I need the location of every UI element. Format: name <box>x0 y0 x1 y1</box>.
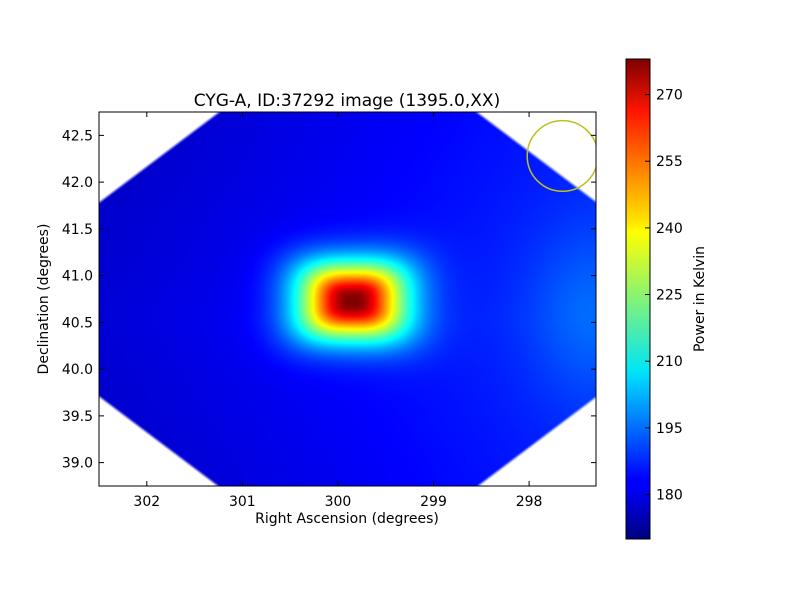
y-tick-label: 41.0 <box>62 269 93 285</box>
x-tick-label: 302 <box>133 494 160 510</box>
colorbar-tick-label: 270 <box>656 88 683 104</box>
x-tick-label: 299 <box>420 494 447 510</box>
colorbar-tick-label: 180 <box>656 488 683 504</box>
colorbar-tick-label: 210 <box>656 354 683 370</box>
y-tick-label: 40.0 <box>62 362 93 378</box>
colorbar-gradient <box>625 58 651 540</box>
y-tick-label: 42.5 <box>62 128 93 144</box>
colorbar-tick-label: 225 <box>656 288 683 304</box>
colorbar-tick-label: 195 <box>656 421 683 437</box>
y-tick-label: 42.0 <box>62 175 93 191</box>
colorbar-tick-label: 240 <box>656 221 683 237</box>
x-tick-label: 300 <box>325 494 352 510</box>
chart-title: CYG-A, ID:37292 image (1395.0,XX) <box>194 91 500 111</box>
axes-frame <box>98 111 597 487</box>
heatmap-image <box>99 112 596 486</box>
x-tick-label: 301 <box>229 494 256 510</box>
y-tick-label: 41.5 <box>62 222 93 238</box>
beam-marker <box>526 119 596 193</box>
y-tick-label: 39.0 <box>62 456 93 472</box>
y-axis-label: Declination (degrees) <box>36 224 52 375</box>
y-axis-ticks: 39.0 39.5 40.0 40.5 41.0 41.5 42.0 42.5 <box>62 128 596 472</box>
x-axis-label: Right Ascension (degrees) <box>255 511 439 527</box>
colorbar: 180 195 210 225 240 255 270 Power in Kelvin <box>625 58 708 540</box>
colorbar-label: Power in Kelvin <box>692 246 708 352</box>
y-tick-label: 39.5 <box>62 409 93 425</box>
x-axis-ticks: 302 301 300 299 298 <box>133 112 542 510</box>
colorbar-ticks: 180 195 210 225 240 255 270 <box>645 88 683 504</box>
x-tick-label: 298 <box>516 494 543 510</box>
y-tick-label: 40.5 <box>62 315 93 331</box>
plot-area <box>99 112 596 486</box>
colorbar-tick-label: 255 <box>656 154 683 170</box>
